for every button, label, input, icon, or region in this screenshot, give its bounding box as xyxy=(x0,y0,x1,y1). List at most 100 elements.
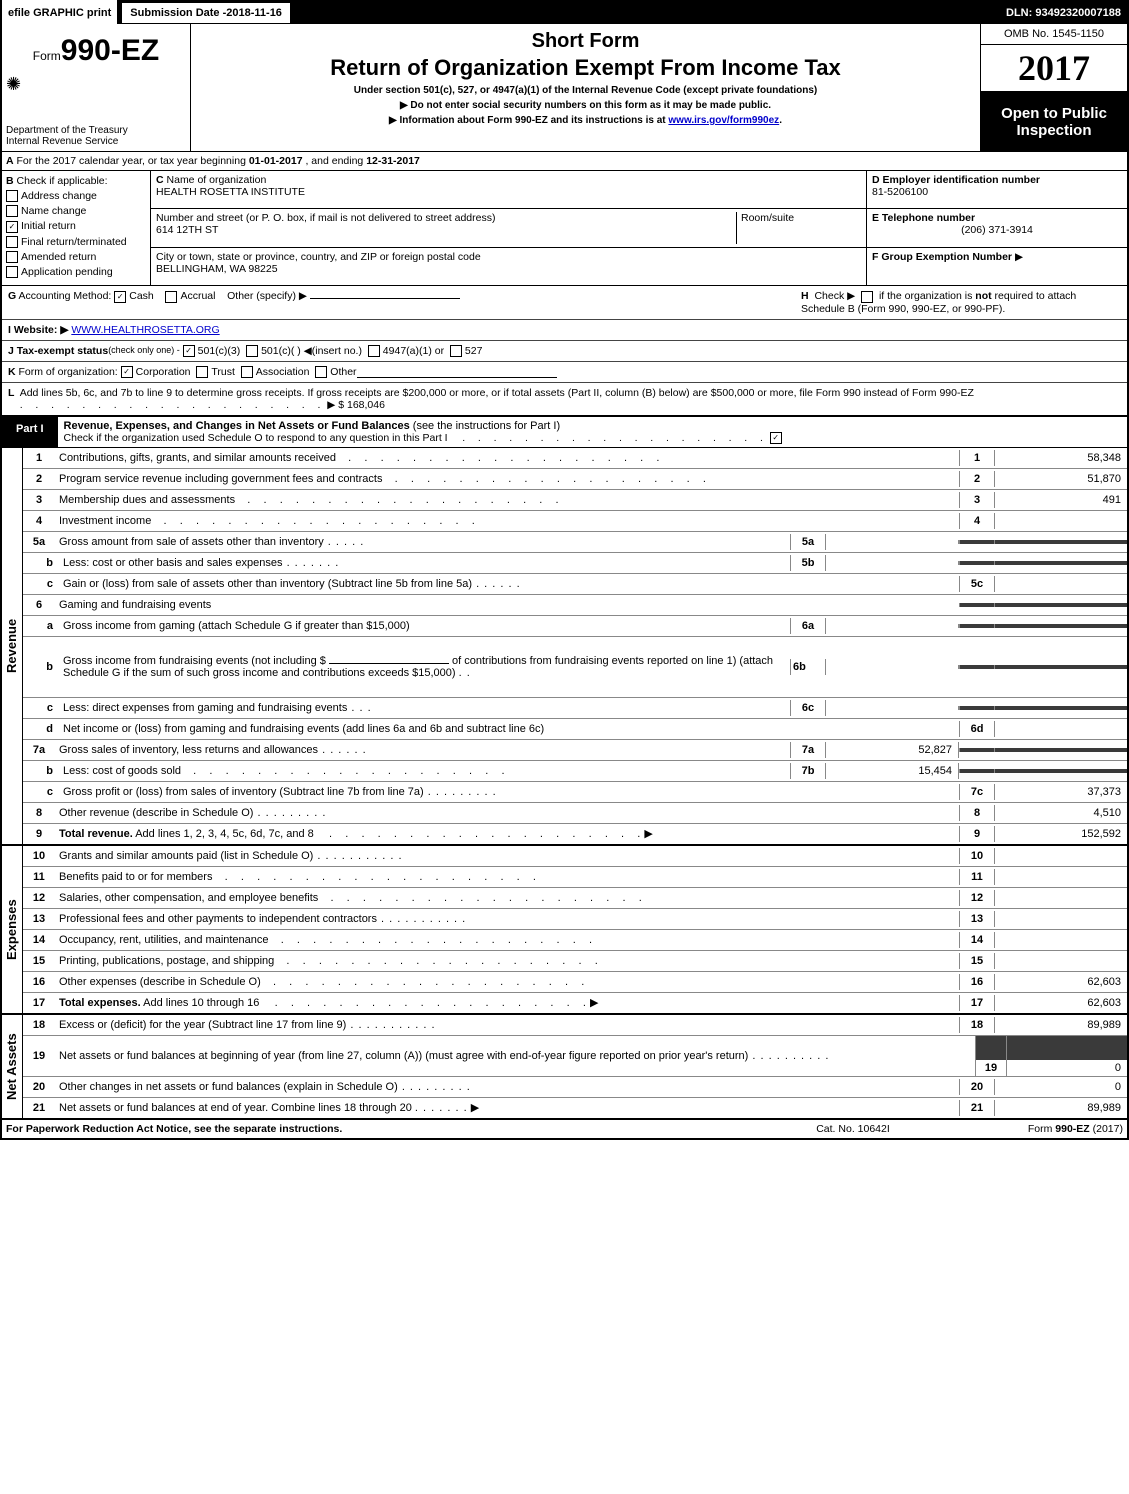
website-link[interactable]: WWW.HEALTHROSETTA.ORG xyxy=(71,324,219,336)
cb-4947a1[interactable] xyxy=(368,345,380,357)
h-not: not xyxy=(975,290,991,302)
cb-initial-return[interactable]: Initial return xyxy=(6,220,146,232)
revenue-lines: 1 Contributions, gifts, grants, and simi… xyxy=(23,448,1127,844)
header-row: Form990-EZ ✺ Department of the Treasury … xyxy=(2,24,1127,152)
opt-corporation: Corporation xyxy=(136,366,191,378)
line-9-desc-bold: Total revenue. xyxy=(59,828,133,840)
instructions-link[interactable]: www.irs.gov/form990ez xyxy=(668,115,779,126)
cb-schedule-o-part-i[interactable] xyxy=(770,432,782,444)
line-14-desc: Occupancy, rent, utilities, and maintena… xyxy=(59,934,269,946)
cb-address-change[interactable]: Address change xyxy=(6,190,146,202)
box-def: D Employer identification number 81-5206… xyxy=(866,171,1127,285)
line-8-num: 8 xyxy=(959,805,995,821)
box-b: B Check if applicable: Address change Na… xyxy=(2,171,151,285)
dln: DLN: 93492320007188 xyxy=(1000,5,1127,21)
line-2-desc: Program service revenue including govern… xyxy=(59,473,382,485)
cb-name-change[interactable]: Name change xyxy=(6,205,146,217)
line-7b-sub: 7b xyxy=(790,763,826,779)
efile-badge: efile GRAPHIC print xyxy=(2,0,117,26)
line-7c: c Gross profit or (loss) from sales of i… xyxy=(23,782,1127,803)
line-17-val: 62,603 xyxy=(995,995,1127,1011)
dots-icon xyxy=(451,432,764,444)
opt-trust: Trust xyxy=(211,366,235,378)
box-e: E Telephone number (206) 371-3914 xyxy=(867,209,1127,247)
line-20-num: 20 xyxy=(959,1079,995,1095)
grey-block xyxy=(959,603,995,607)
cb-final-label: Final return/terminated xyxy=(21,236,127,248)
line-8-val: 4,510 xyxy=(995,805,1127,821)
identity-block: B Check if applicable: Address change Na… xyxy=(2,171,1127,286)
cb-other-org[interactable] xyxy=(315,366,327,378)
line-14-val xyxy=(995,938,1127,942)
label-c: C xyxy=(156,174,164,186)
line-7a-sub: 7a xyxy=(790,742,826,758)
j-hint: (check only one) - xyxy=(108,345,180,357)
line-6b-input[interactable] xyxy=(329,663,449,664)
arrow-note-1: ▶ Do not enter social security numbers o… xyxy=(199,100,972,111)
cb-cash[interactable] xyxy=(114,291,126,303)
part-i-title-bold: Revenue, Expenses, and Changes in Net As… xyxy=(64,420,410,432)
line-4-desc: Investment income xyxy=(59,515,151,527)
grey-block xyxy=(995,561,1127,565)
grey-block xyxy=(959,624,995,628)
opt-association: Association xyxy=(256,366,310,378)
part-i-check-text: Check if the organization used Schedule … xyxy=(64,432,448,444)
line-21: 21 Net assets or fund balances at end of… xyxy=(23,1098,1127,1118)
net-assets-section: Net Assets 18 Excess or (deficit) for th… xyxy=(2,1015,1127,1120)
line-9: 9 Total revenue. Add lines 1, 2, 3, 4, 5… xyxy=(23,824,1127,844)
header-left: Form990-EZ ✺ Department of the Treasury … xyxy=(2,24,191,151)
line-18-num: 18 xyxy=(959,1017,995,1033)
line-7a-desc: Gross sales of inventory, less returns a… xyxy=(59,744,318,756)
footer-form-pre: Form xyxy=(1028,1123,1055,1135)
net-assets-side-label: Net Assets xyxy=(2,1015,23,1118)
city-label: City or town, state or province, country… xyxy=(156,251,861,263)
other-specify-input[interactable] xyxy=(310,298,460,299)
revenue-tag: Revenue xyxy=(2,448,21,844)
grey-block xyxy=(995,748,1127,752)
cb-accrual[interactable] xyxy=(165,291,177,303)
line-2: 2 Program service revenue including gove… xyxy=(23,469,1127,490)
line-8: 8 Other revenue (describe in Schedule O)… xyxy=(23,803,1127,824)
line-17-num: 17 xyxy=(959,995,995,1011)
cb-name-label: Name change xyxy=(21,205,86,217)
dots-icon xyxy=(262,997,587,1009)
line-6c-subval xyxy=(826,706,959,710)
line-12-num: 12 xyxy=(959,890,995,906)
cb-amended-return[interactable]: Amended return xyxy=(6,251,146,263)
line-21-num: 21 xyxy=(959,1100,995,1116)
cb-trust[interactable] xyxy=(196,366,208,378)
cb-association[interactable] xyxy=(241,366,253,378)
arrow-right-icon xyxy=(644,828,652,840)
cb-501c[interactable] xyxy=(246,345,258,357)
cb-527[interactable] xyxy=(450,345,462,357)
phone-label: E Telephone number xyxy=(872,212,1122,224)
opt-501c: 501(c)( ) ◀(insert no.) xyxy=(261,345,362,357)
dots-icon xyxy=(261,976,586,988)
org-name-label: Name of organization xyxy=(167,174,267,186)
cb-final-return[interactable]: Final return/terminated xyxy=(6,236,146,248)
line-6a-subval xyxy=(826,624,959,628)
website-label: I Website: ▶ xyxy=(8,324,68,336)
other-org-input[interactable] xyxy=(357,366,557,378)
tax-year: 2017 xyxy=(981,45,1127,92)
cb-schedule-b-not-required[interactable] xyxy=(861,291,873,303)
line-3: 3 Membership dues and assessments 3 491 xyxy=(23,490,1127,511)
cb-corporation[interactable] xyxy=(121,366,133,378)
line-5c-num: 5c xyxy=(959,576,995,592)
line-11-desc: Benefits paid to or for members xyxy=(59,871,212,883)
line-1-val: 58,348 xyxy=(995,450,1127,466)
group-exemption-label: F Group Exemption Number xyxy=(872,251,1012,263)
line-14: 14 Occupancy, rent, utilities, and maint… xyxy=(23,930,1127,951)
line-7b: b Less: cost of goods sold 7b 15,454 xyxy=(23,761,1127,782)
line-6d-desc: Net income or (loss) from gaming and fun… xyxy=(63,723,544,735)
net-assets-tag: Net Assets xyxy=(2,1015,21,1118)
row-g: G Accounting Method: Cash Accrual Other … xyxy=(8,290,801,314)
dots-icon xyxy=(317,828,642,840)
expenses-lines: 10 Grants and similar amounts paid (list… xyxy=(23,846,1127,1013)
line-8-desc: Other revenue (describe in Schedule O) xyxy=(59,807,253,819)
room-suite-label: Room/suite xyxy=(741,212,861,224)
cb-application-pending[interactable]: Application pending xyxy=(6,266,146,278)
cb-501c3[interactable] xyxy=(183,345,195,357)
line-6: 6 Gaming and fundraising events xyxy=(23,595,1127,616)
line-3-num: 3 xyxy=(959,492,995,508)
